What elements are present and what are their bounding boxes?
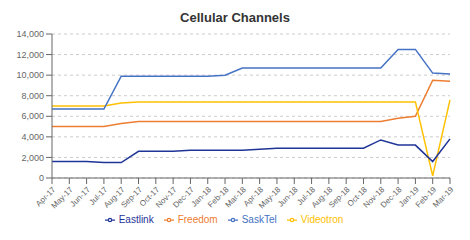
svg-text:May-17: May-17	[49, 185, 75, 211]
svg-text:Jan-18: Jan-18	[189, 185, 214, 209]
svg-text:Jul-17: Jul-17	[87, 185, 110, 207]
svg-text:Oct-17: Oct-17	[137, 185, 162, 209]
svg-text:Aug-17: Aug-17	[102, 185, 127, 210]
svg-text:Sep-17: Sep-17	[119, 185, 144, 210]
html-text:Eastlink: Eastlink	[118, 214, 154, 225]
svg-text:Apr-17: Apr-17	[34, 185, 58, 209]
svg-text:4,000: 4,000	[21, 132, 44, 142]
svg-text:May-18: May-18	[257, 185, 283, 211]
html-text:Cellular Channels: Cellular Channels	[180, 10, 290, 25]
svg-text:Aug-18: Aug-18	[309, 185, 335, 210]
svg-text:14,000: 14,000	[16, 29, 44, 39]
svg-text:Jun-17: Jun-17	[68, 185, 92, 209]
svg-text:Dec-17: Dec-17	[171, 185, 196, 210]
svg-text:Jul-18: Jul-18	[295, 185, 317, 207]
html-text:SaskTel: SaskTel	[241, 214, 277, 225]
svg-text:12,000: 12,000	[16, 50, 44, 60]
svg-text:Feb-19: Feb-19	[413, 185, 439, 210]
svg-text:2,000: 2,000	[21, 153, 44, 163]
svg-text:Apr-18: Apr-18	[241, 185, 266, 209]
svg-text:Oct-18: Oct-18	[345, 185, 369, 209]
svg-text:Nov-18: Nov-18	[361, 185, 387, 210]
svg-text:Sep-18: Sep-18	[327, 185, 352, 210]
svg-text:Mar-18: Mar-18	[223, 185, 248, 210]
svg-text:10,000: 10,000	[16, 70, 44, 80]
svg-text:Dec-18: Dec-18	[378, 185, 404, 210]
svg-text:Feb-18: Feb-18	[206, 185, 231, 210]
html-text:Videotron: Videotron	[300, 214, 344, 225]
svg-text:Mar-19: Mar-19	[431, 185, 456, 210]
svg-text:Jun-18: Jun-18	[276, 185, 300, 209]
svg-text:8,000: 8,000	[21, 91, 44, 101]
svg-text:0: 0	[39, 173, 44, 183]
svg-text:6,000: 6,000	[21, 111, 44, 121]
svg-text:Nov-17: Nov-17	[154, 185, 179, 210]
svg-text:Jan-19: Jan-19	[397, 185, 421, 209]
html-text:Freedom: Freedom	[177, 214, 218, 225]
